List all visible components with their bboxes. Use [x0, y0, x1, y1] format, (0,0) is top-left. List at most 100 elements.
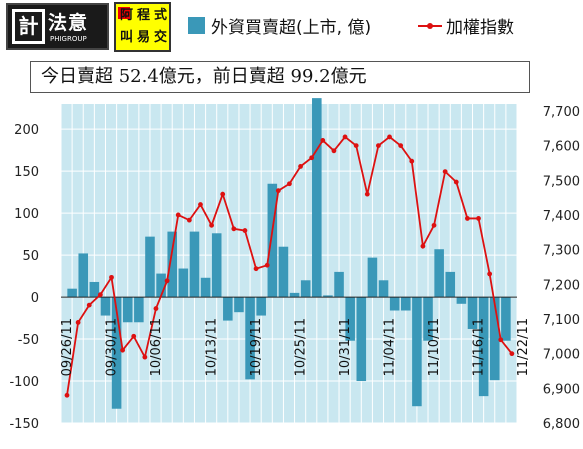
index-point: [420, 243, 426, 249]
x-tick-label: 10/31/11: [338, 318, 353, 376]
bar: [478, 297, 489, 397]
bar: [501, 297, 511, 341]
bar: [267, 183, 278, 298]
plot-area: [61, 104, 517, 423]
index-point: [97, 292, 103, 298]
bar: [78, 253, 89, 298]
x-tick-label: 11/10/11: [427, 318, 442, 376]
right-axis: 7,700 7,600 7,500 7,400 7,300 7,200 7,100 7,000…: [543, 105, 580, 432]
program-logo-char: 阿: [119, 8, 133, 23]
bar: [445, 271, 456, 298]
bar: [467, 297, 478, 329]
bar: [245, 297, 255, 380]
index-point: [342, 134, 348, 140]
index-point: [153, 306, 159, 311]
bar: [489, 297, 500, 381]
phigroup-logo-name: 法意: [48, 12, 89, 34]
bar: [89, 281, 100, 298]
right-tick-label: 6,800: [543, 417, 580, 432]
index-point: [231, 226, 237, 232]
program-logo-char: 程: [136, 8, 150, 23]
program-logo-char: 叫: [119, 30, 133, 45]
program-logo-char: 式: [153, 8, 167, 23]
legend-line-dot: [427, 23, 433, 29]
x-tick-label: 11/16/11: [472, 318, 487, 376]
bar: [423, 297, 433, 341]
bar: [189, 231, 200, 298]
index-point: [287, 181, 292, 187]
index-point: [186, 217, 192, 223]
bar-series: [67, 98, 511, 409]
bar: [300, 280, 311, 298]
bar: [100, 297, 111, 316]
legend-bar-swatch: [188, 17, 205, 34]
bar: [334, 271, 344, 298]
bar: [345, 297, 355, 341]
index-point: [498, 337, 504, 343]
bar: [456, 297, 467, 304]
right-tick-label: 7,700: [543, 105, 580, 120]
index-point: [131, 333, 137, 339]
index-point: [242, 228, 248, 233]
x-tick-label: 10/19/11: [249, 318, 264, 376]
program-logo-char: 易: [136, 30, 150, 45]
x-tick-label: 11/04/11: [383, 318, 398, 376]
index-point: [320, 138, 326, 143]
bar: [234, 297, 244, 313]
bar: [211, 233, 222, 298]
bar: [178, 268, 189, 298]
phigroup-logo-mark: 計: [12, 9, 45, 44]
bar: [412, 297, 422, 407]
index-point: [464, 216, 470, 221]
bar: [122, 297, 133, 323]
program-logo-mark: [118, 7, 130, 19]
index-point: [353, 143, 359, 149]
index-point: [442, 169, 448, 175]
x-tick-label: 09/30/11: [104, 318, 119, 376]
x-tick-label: 10/06/11: [149, 318, 164, 376]
bar: [400, 297, 411, 311]
right-tick-label: 7,100: [543, 313, 580, 328]
right-tick-label: 7,600: [543, 140, 580, 155]
index-point: [109, 274, 114, 280]
index-point: [64, 392, 70, 398]
x-tick-label: 11/22/11: [516, 318, 531, 376]
index-point: [453, 179, 459, 185]
bar: [256, 297, 266, 316]
index-point: [209, 222, 214, 228]
left-tick-label: 50: [22, 249, 39, 264]
right-tick-label: 7,400: [543, 209, 580, 224]
bar: [356, 297, 367, 382]
index-point: [387, 134, 392, 140]
x-tick-label: 10/25/11: [294, 318, 309, 376]
program-logo-char: 交: [153, 30, 167, 45]
bar: [378, 280, 389, 298]
bar: [312, 98, 322, 298]
program-trading-logo: 阿 程 式 叫 易 交: [114, 2, 171, 52]
bar: [223, 297, 233, 321]
index-point: [75, 320, 81, 325]
index-point: [487, 271, 493, 277]
bar: [156, 273, 166, 298]
index-point: [376, 143, 381, 149]
index-point: [253, 266, 259, 272]
phigroup-logo: 計 法意 PHIGROUP: [6, 3, 109, 50]
index-point: [431, 222, 437, 228]
left-axis: 200 150 100 50 0 -50 -100 -150: [9, 123, 39, 432]
right-tick-label: 7,300: [543, 244, 580, 259]
index-point: [364, 191, 370, 197]
right-tick-label: 7,200: [543, 278, 580, 293]
x-tick-label: 09/26/11: [60, 318, 75, 376]
right-tick-label: 7,000: [543, 348, 580, 363]
bar: [134, 297, 144, 323]
bar: [434, 249, 444, 298]
index-point: [86, 302, 92, 308]
bar: [323, 295, 333, 298]
bar: [289, 292, 300, 298]
index-point: [142, 354, 148, 360]
bar: [145, 236, 155, 298]
left-tick-label: 100: [14, 207, 39, 222]
bar: [278, 246, 289, 298]
bar: [367, 257, 378, 298]
right-tick-label: 7,500: [543, 174, 580, 189]
